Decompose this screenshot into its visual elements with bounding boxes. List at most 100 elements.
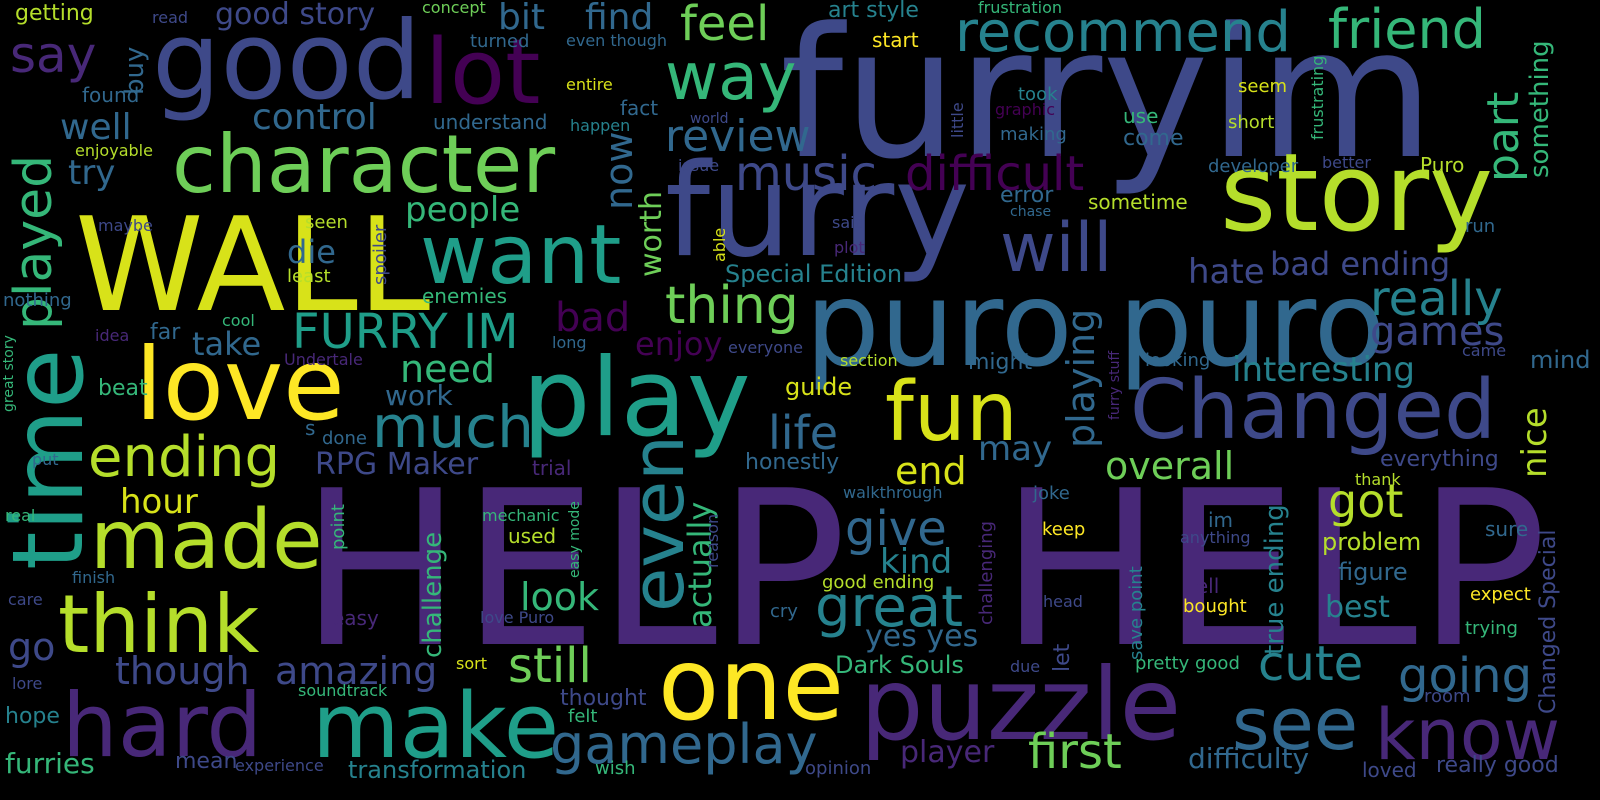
word: put	[32, 450, 59, 469]
word: loved	[1362, 758, 1417, 782]
word: everyone	[728, 338, 803, 357]
word: bad	[555, 295, 631, 341]
word: make	[312, 674, 560, 779]
word: due	[1010, 657, 1041, 676]
word: let	[1050, 643, 1075, 672]
word: come	[1123, 126, 1184, 151]
word: read	[152, 8, 189, 27]
word: care	[8, 590, 43, 609]
word: interesting	[1232, 350, 1416, 390]
word: trying	[1465, 618, 1518, 639]
word: need	[400, 347, 495, 391]
word: entire	[566, 75, 613, 94]
word: soundtrack	[298, 681, 388, 700]
word: graphic	[995, 100, 1056, 119]
word: easy	[332, 606, 379, 630]
word: enjoy	[635, 325, 723, 363]
word: Undertale	[284, 350, 363, 369]
word: said	[832, 213, 865, 232]
word: want	[420, 208, 622, 303]
word: real	[5, 506, 36, 525]
word: found	[82, 83, 140, 107]
word: really good	[1436, 753, 1559, 778]
word: nice	[1515, 407, 1555, 478]
word: friend	[1328, 0, 1486, 61]
word: little	[948, 102, 967, 138]
word: story	[1220, 131, 1494, 256]
word: bit	[498, 0, 545, 38]
word: really	[1370, 271, 1503, 327]
word: easy mode	[567, 501, 583, 578]
word: work	[385, 379, 453, 412]
word: hope	[5, 704, 60, 729]
word: save point	[1126, 566, 1147, 660]
word: good	[152, 0, 422, 124]
word: short	[1228, 112, 1275, 133]
word: issue	[678, 156, 720, 175]
word: figure	[1338, 558, 1408, 586]
word: amazing	[275, 649, 438, 693]
word: yes yes	[865, 619, 979, 654]
word: now	[597, 131, 641, 210]
word: fact	[620, 96, 659, 120]
word: furryim	[780, 0, 1435, 199]
word: s	[305, 416, 316, 440]
word: chase	[1010, 204, 1052, 220]
word: die	[287, 233, 336, 271]
word: part	[1478, 91, 1529, 182]
word: sometime	[1088, 190, 1188, 214]
word: take	[192, 325, 262, 363]
word: lore	[12, 674, 43, 693]
word: feel	[680, 0, 770, 52]
word: happen	[570, 116, 631, 135]
word: looking	[1145, 350, 1211, 371]
word: challenge	[418, 531, 448, 658]
word: reason	[703, 513, 722, 568]
word: walkthrough	[843, 483, 943, 502]
word: Puro	[1420, 153, 1465, 177]
word: mechanic	[482, 506, 560, 525]
word: long	[552, 333, 587, 352]
word: good story	[215, 0, 376, 32]
word: opinion	[805, 758, 872, 779]
word: gameplay	[550, 713, 818, 776]
word: hard	[62, 674, 263, 777]
word: Changed Special	[1536, 529, 1561, 714]
word: HELP	[300, 444, 847, 695]
word: going	[1398, 648, 1533, 704]
word: sure	[1485, 517, 1529, 541]
word: took	[1018, 84, 1058, 105]
word: world	[690, 111, 729, 127]
word: run	[1465, 216, 1496, 237]
word: error	[1000, 183, 1054, 208]
word: puzzle	[860, 646, 1182, 763]
word: im	[1208, 508, 1234, 532]
word: seen	[305, 212, 348, 233]
word: made	[90, 493, 323, 588]
word: tell	[1188, 574, 1220, 598]
word: art style	[828, 0, 919, 23]
word: came	[1462, 341, 1507, 360]
word: start	[872, 28, 919, 52]
word: true ending	[1260, 504, 1290, 655]
word: furry	[665, 137, 970, 286]
word: pretty good	[1135, 653, 1240, 674]
word: section	[840, 351, 898, 370]
word: experience	[235, 756, 324, 775]
word: got	[1328, 474, 1404, 528]
word: head	[1043, 592, 1083, 611]
word: cute	[1258, 636, 1364, 692]
word: though	[115, 649, 250, 693]
word: furry stuff	[1107, 350, 1123, 420]
word: try	[68, 153, 116, 193]
word: enemies	[422, 284, 508, 308]
word: sort	[456, 654, 487, 673]
word: play	[522, 336, 751, 461]
word: still	[508, 638, 592, 694]
word: thought	[560, 686, 647, 711]
word: games	[1370, 309, 1505, 355]
word: something	[1525, 40, 1555, 178]
word: puro	[805, 255, 1073, 393]
word: making	[1000, 124, 1067, 145]
